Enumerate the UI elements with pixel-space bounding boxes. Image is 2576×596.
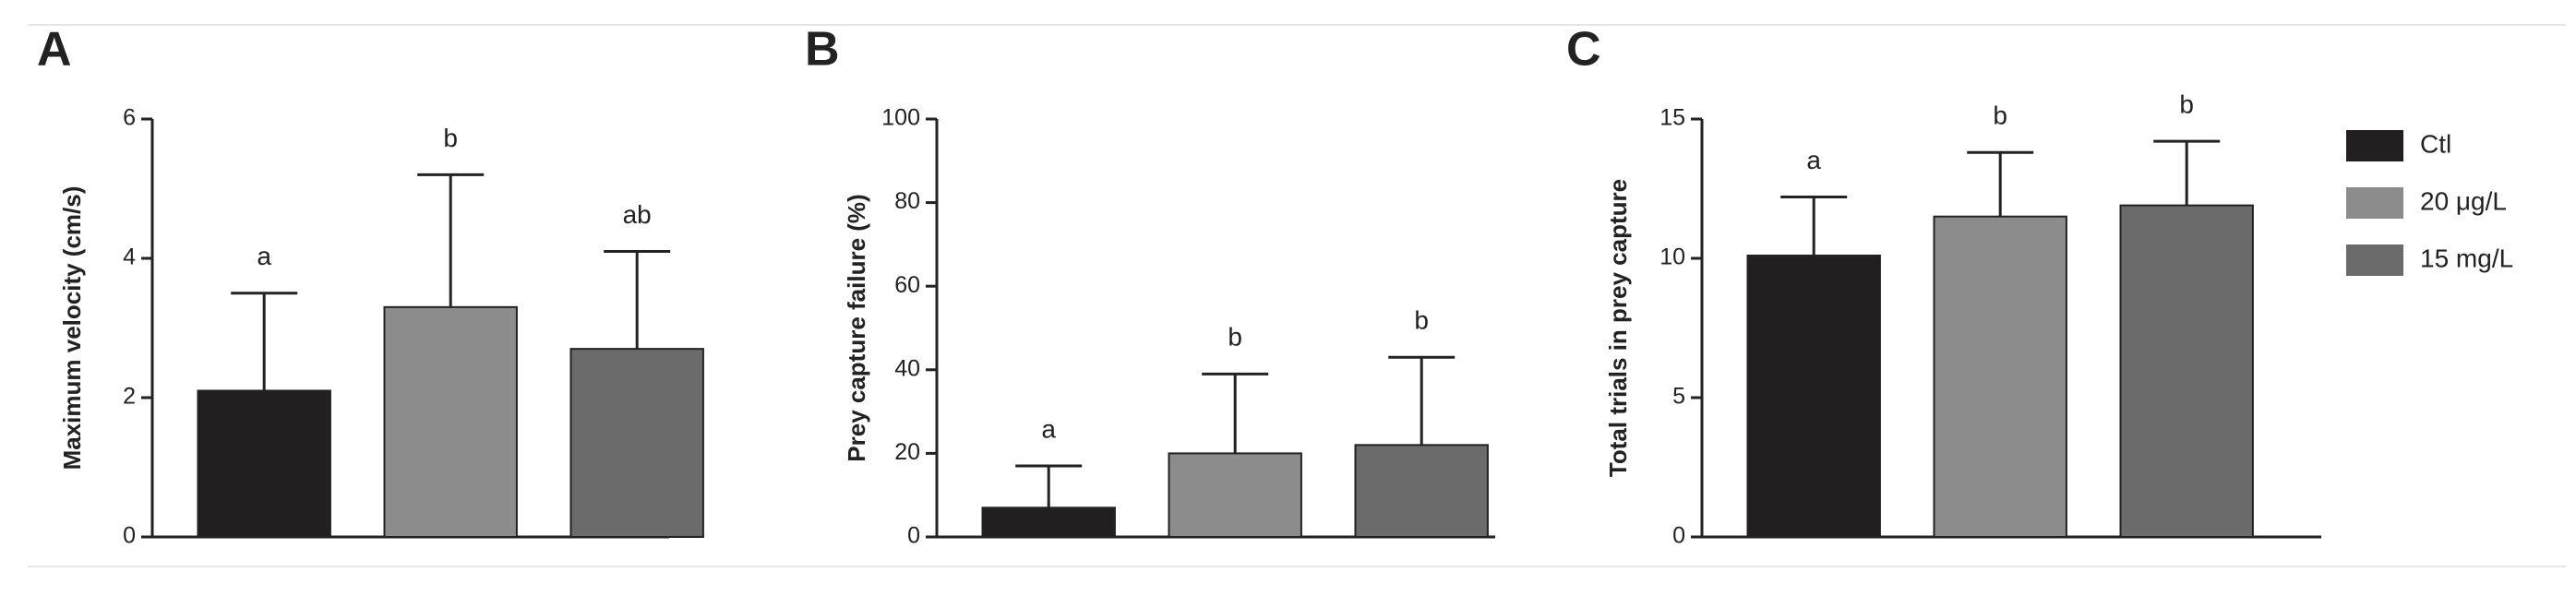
legend-label: 15 mg/L [2420, 244, 2513, 272]
y-tick-label: 6 [123, 105, 136, 131]
y-tick-label: 15 [1659, 105, 1685, 131]
y-tick-label: 60 [894, 272, 920, 298]
y-tick-label: 0 [123, 523, 136, 549]
panel-label: C [1566, 23, 1601, 77]
significance-label: a [1041, 414, 1056, 443]
y-tick-label: 0 [907, 523, 920, 549]
bar [1168, 452, 1302, 538]
bar [981, 507, 1116, 538]
y-axis-label: Total trials in prey capture [1604, 179, 1632, 477]
y-axis-label: Maximum velocity (cm/s) [58, 186, 86, 471]
bar [569, 348, 704, 538]
bar [2119, 204, 2254, 538]
bar [197, 389, 331, 539]
y-tick-label: 100 [881, 105, 920, 131]
y-tick-label: 10 [1659, 244, 1685, 270]
significance-label: ab [623, 200, 652, 229]
significance-label: b [2179, 90, 2194, 119]
y-tick-label: 80 [894, 188, 920, 214]
y-tick-label: 0 [1672, 523, 1685, 549]
bar [1354, 444, 1489, 538]
panel-label: B [805, 23, 840, 77]
y-tick-label: 20 [894, 439, 920, 465]
significance-label: b [1228, 323, 1242, 352]
y-tick-label: 40 [894, 355, 920, 381]
legend-swatch [2346, 130, 2403, 161]
significance-label: a [1806, 146, 1821, 174]
significance-label: b [1993, 101, 2007, 130]
y-tick-label: 2 [123, 384, 136, 410]
y-tick-label: 5 [1672, 384, 1685, 410]
legend-label: 20 μg/L [2420, 186, 2507, 215]
significance-label: b [443, 124, 458, 152]
bar [1933, 215, 2067, 538]
legend-label: Ctl [2420, 129, 2451, 158]
bar [1746, 254, 1881, 538]
significance-label: b [1414, 306, 1429, 335]
panel-label: A [37, 23, 72, 77]
y-tick-label: 4 [123, 244, 136, 270]
y-axis-label: Prey capture failure (%) [843, 194, 870, 461]
significance-label: a [257, 242, 271, 270]
legend-swatch [2346, 244, 2403, 276]
bar [383, 305, 518, 538]
legend-swatch [2346, 187, 2403, 219]
